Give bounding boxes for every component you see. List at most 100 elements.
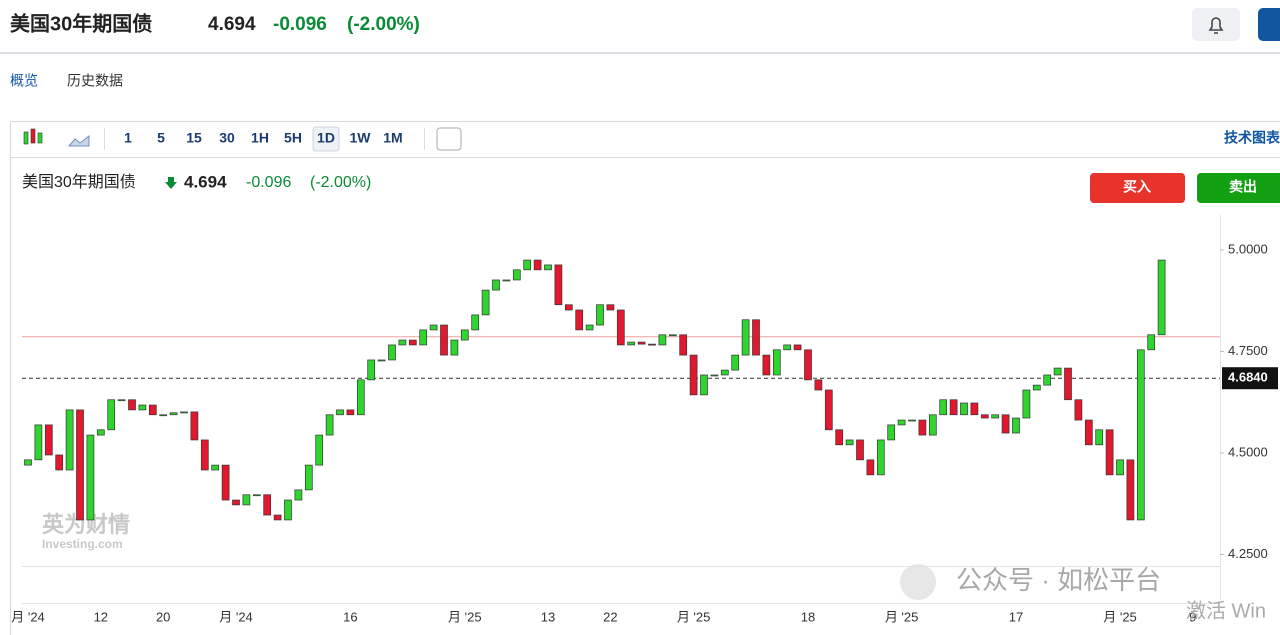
candle-body bbox=[731, 354, 740, 371]
buy-button[interactable] bbox=[1090, 173, 1185, 203]
candle-body bbox=[835, 429, 844, 446]
candle-body bbox=[117, 399, 126, 402]
interval-button[interactable]: 15 bbox=[186, 130, 202, 146]
x-tick-label: 月 '24 bbox=[11, 609, 45, 624]
tab[interactable]: 历史数据 bbox=[67, 73, 123, 89]
candle-body bbox=[1012, 417, 1020, 434]
candle-body bbox=[720, 369, 729, 376]
candle-body bbox=[273, 514, 282, 521]
candle-body bbox=[960, 402, 968, 416]
active-interval bbox=[312, 126, 340, 152]
candle-body bbox=[1116, 459, 1124, 476]
candle-body bbox=[585, 324, 594, 331]
candle-icon[interactable] bbox=[23, 128, 43, 145]
candle-body bbox=[263, 494, 272, 516]
candle-body bbox=[492, 279, 500, 291]
interval-button[interactable]: 5H bbox=[284, 130, 302, 146]
legend-name: 美国30年期国债 bbox=[22, 173, 136, 191]
x-tick-label: 月 '25 bbox=[1103, 609, 1137, 624]
candle-body bbox=[86, 434, 95, 521]
buy-label: 买入 bbox=[1123, 179, 1151, 195]
candle-body bbox=[190, 411, 199, 441]
candle-body bbox=[918, 419, 927, 436]
candle-body bbox=[700, 374, 708, 396]
interval-button[interactable]: 1W bbox=[350, 130, 372, 146]
x-tick-label: 12 bbox=[94, 609, 108, 624]
candle-body bbox=[398, 339, 407, 346]
candle-body bbox=[336, 409, 344, 416]
candle-body bbox=[564, 304, 573, 311]
candle-body bbox=[752, 319, 760, 356]
candle-body bbox=[908, 419, 916, 422]
interval-button[interactable]: 1 bbox=[124, 130, 132, 146]
candle-body bbox=[575, 309, 584, 331]
candle-body bbox=[1043, 374, 1052, 386]
candle-body bbox=[980, 414, 989, 419]
candle-body bbox=[294, 489, 303, 501]
x-tick-label: 13 bbox=[541, 609, 555, 624]
legend-change-pct: (-2.00%) bbox=[310, 174, 371, 191]
candle-body bbox=[471, 314, 480, 331]
candle-body bbox=[1084, 419, 1093, 446]
candle-body bbox=[419, 329, 428, 346]
tab[interactable]: 概览 bbox=[10, 73, 38, 89]
candle-body bbox=[169, 412, 178, 416]
watchlist-button[interactable] bbox=[1258, 8, 1280, 41]
chart-panel bbox=[10, 121, 1280, 635]
candle-body bbox=[180, 411, 188, 414]
indicators-icon[interactable] bbox=[436, 127, 462, 151]
candle-body bbox=[762, 354, 771, 376]
candle-body bbox=[96, 429, 105, 436]
candle-body bbox=[502, 279, 511, 282]
candle-body bbox=[824, 389, 833, 431]
candle-body bbox=[1053, 367, 1062, 376]
x-tick-label: 月 '25 bbox=[448, 609, 482, 624]
interval-button[interactable]: 1M bbox=[383, 130, 402, 146]
candle-body bbox=[939, 399, 948, 416]
interval-button[interactable]: 1H bbox=[251, 130, 269, 146]
x-tick-label: 20 bbox=[156, 609, 170, 624]
watermark-cn: 英为财情 bbox=[42, 512, 130, 537]
x-tick-label: 月 '25 bbox=[677, 609, 711, 624]
candle-body bbox=[481, 289, 490, 316]
candle-body bbox=[866, 459, 875, 476]
candle-body bbox=[856, 439, 864, 461]
candle-body bbox=[949, 399, 958, 416]
candle-body bbox=[34, 424, 43, 461]
candle-body bbox=[1064, 367, 1072, 401]
interval-button[interactable]: 5 bbox=[157, 130, 165, 146]
legend-price: 4.694 bbox=[184, 172, 227, 191]
candle-body bbox=[148, 404, 157, 416]
interval-button[interactable]: 1D bbox=[317, 130, 335, 146]
interval-button[interactable]: 30 bbox=[219, 130, 235, 146]
candle-body bbox=[814, 379, 823, 391]
area-icon[interactable] bbox=[67, 134, 90, 147]
candle-body bbox=[1136, 349, 1145, 521]
sell-button[interactable] bbox=[1197, 173, 1280, 203]
candle-body bbox=[65, 409, 74, 471]
tech-chart-link[interactable]: 技术图表 bbox=[1224, 130, 1280, 146]
candle-body bbox=[367, 359, 376, 381]
candle-body bbox=[1032, 384, 1041, 391]
candle-body bbox=[783, 344, 792, 351]
y-tick-label: 4.7500 bbox=[1228, 343, 1268, 358]
candle-body bbox=[554, 264, 563, 306]
current-price-box bbox=[1222, 367, 1278, 390]
candle-body bbox=[315, 434, 324, 466]
candle-body bbox=[741, 319, 750, 356]
watermark-en: Investing.com bbox=[42, 537, 123, 551]
candle-body bbox=[1147, 334, 1156, 351]
candle-body bbox=[1105, 429, 1114, 476]
y-tick-label: 5.0000 bbox=[1228, 241, 1268, 256]
candle-body bbox=[242, 494, 251, 506]
page-title: 美国30年期国债 bbox=[10, 11, 152, 35]
x-tick-label: 17 bbox=[1009, 609, 1023, 624]
header-change-pct: (-2.00%) bbox=[347, 14, 420, 35]
candle-body bbox=[596, 304, 604, 326]
alert-button[interactable] bbox=[1192, 8, 1240, 41]
x-tick-label: 9 bbox=[1189, 609, 1196, 624]
overlay-windows: 激活 Win bbox=[1186, 599, 1266, 622]
x-tick-label: 22 bbox=[603, 609, 617, 624]
x-tick-label: 月 '24 bbox=[219, 609, 253, 624]
